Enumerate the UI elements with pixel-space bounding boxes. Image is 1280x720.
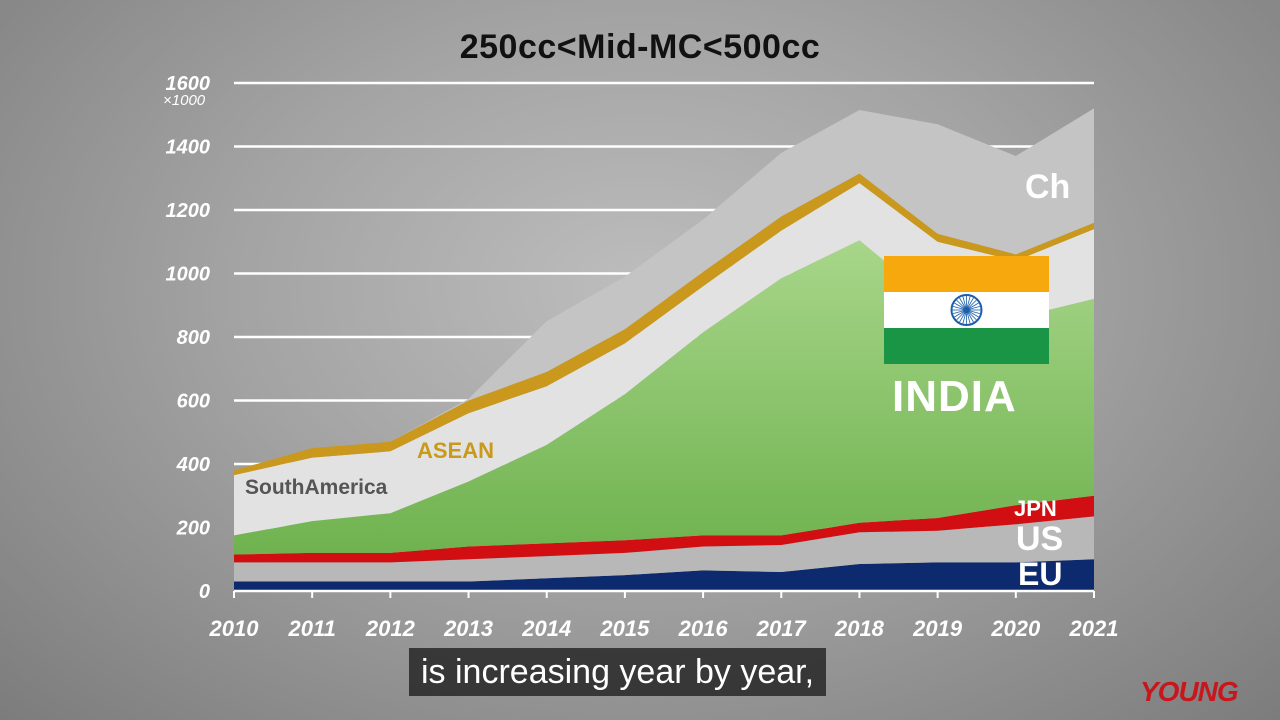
x-tick-label: 2018 <box>834 616 885 641</box>
video-caption: is increasing year by year, <box>409 648 827 696</box>
flag-wheel-hub <box>963 307 970 313</box>
series-label-south-america: SouthAmerica <box>245 476 388 499</box>
flag-wheel-icon <box>950 294 983 326</box>
watermark-logo: YOUNG <box>1140 676 1239 707</box>
x-tick-label: 2021 <box>1069 616 1119 641</box>
area-india <box>234 240 1094 555</box>
series-label-india: INDIA <box>892 372 1017 421</box>
area-southamerica <box>234 183 1094 536</box>
x-tick-label: 2015 <box>599 616 650 641</box>
y-tick-label: 600 <box>177 391 210 413</box>
area-eu <box>234 559 1094 591</box>
x-tick-label: 2016 <box>678 616 729 641</box>
series-label-jpn: JPN <box>1014 496 1057 521</box>
y-tick-label: 1000 <box>166 264 211 286</box>
x-tick-label: 2012 <box>365 616 416 641</box>
y-tick-label: 0 <box>199 581 210 603</box>
series-label-eu: EU <box>1018 556 1063 592</box>
x-tick-label: 2013 <box>443 616 493 641</box>
series-label-us: US <box>1016 520 1064 558</box>
y-tick-label: 800 <box>177 327 210 349</box>
x-tick-label: 2020 <box>990 616 1041 641</box>
series-label-ch: Ch <box>1025 168 1071 206</box>
y-tick-label: 1200 <box>166 200 211 222</box>
area-ch <box>234 108 1094 471</box>
x-tick-label: 2019 <box>912 616 963 641</box>
x-tick-label: 2014 <box>521 616 571 641</box>
y-tick-label: 400 <box>176 454 210 476</box>
flag-stripe-top <box>884 256 1049 292</box>
flag-stripe-bottom <box>884 328 1049 364</box>
x-tick-label: 2011 <box>288 616 336 641</box>
series-label-asean: ASEAN <box>417 438 495 463</box>
y-tick-label: 200 <box>176 518 210 540</box>
y-tick-label: 1400 <box>166 137 211 159</box>
x-tick-label: 2010 <box>209 616 260 641</box>
y-axis-unit: ×1000 <box>163 92 206 109</box>
x-tick-label: 2017 <box>756 616 808 641</box>
area-us <box>234 516 1094 582</box>
area-jpn <box>234 495 1094 563</box>
chart-title: 250cc<Mid-MC<500cc <box>459 28 821 66</box>
y-tick-label: 1600 <box>166 73 211 95</box>
